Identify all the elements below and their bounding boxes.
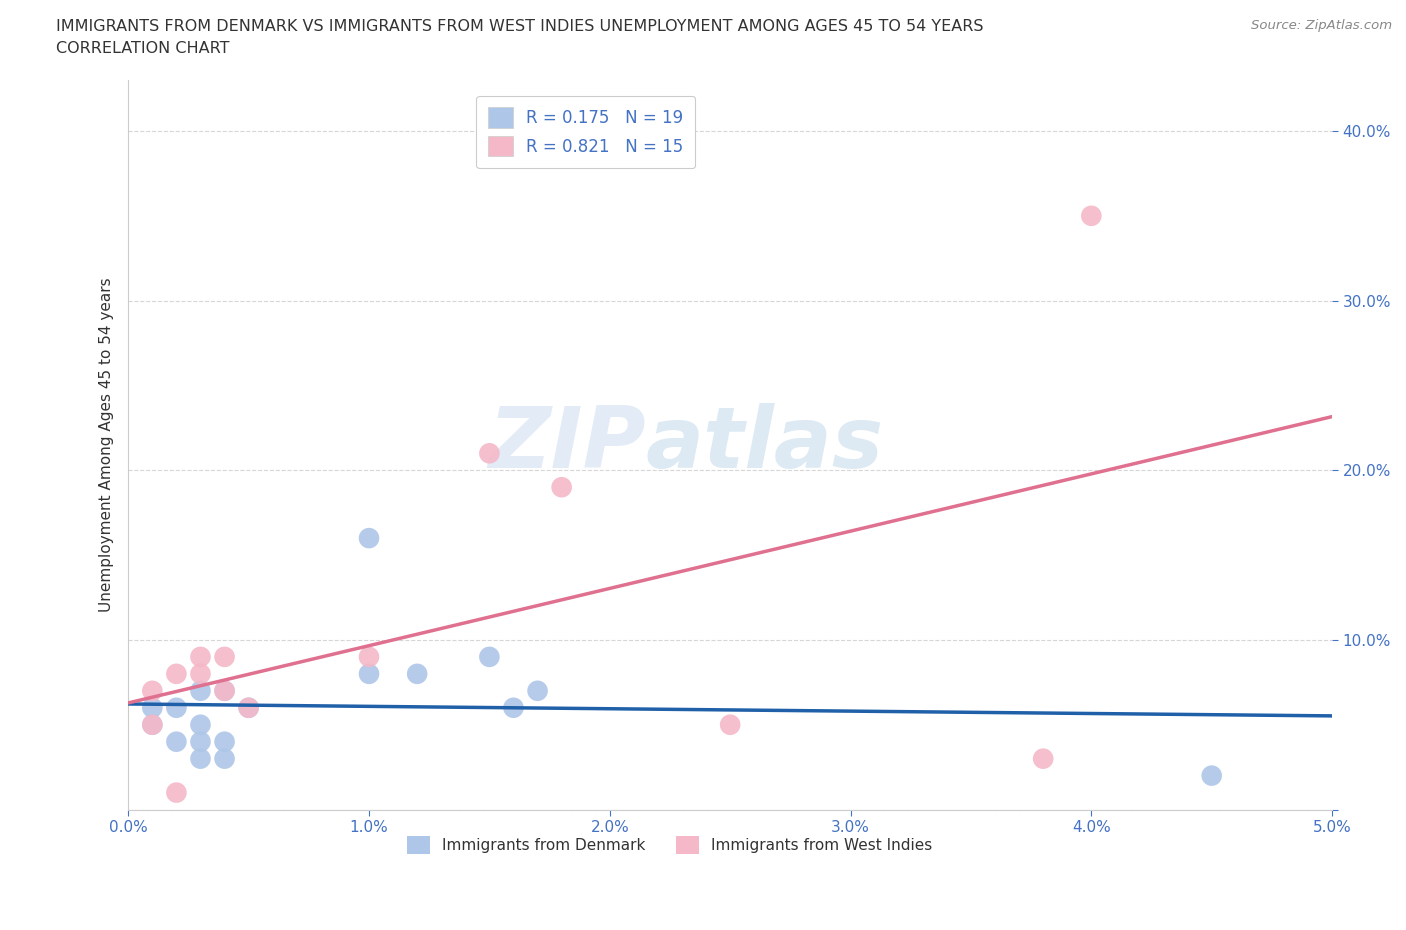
Point	[1080, 208, 1102, 223]
Point	[357, 667, 380, 682]
Point	[190, 649, 212, 664]
Point	[141, 717, 163, 732]
Point	[478, 445, 501, 460]
Point	[406, 667, 429, 682]
Point	[165, 700, 187, 715]
Point	[718, 717, 741, 732]
Point	[214, 684, 236, 698]
Point	[190, 751, 212, 766]
Point	[502, 700, 524, 715]
Point	[141, 684, 163, 698]
Point	[238, 700, 260, 715]
Point	[357, 649, 380, 664]
Point	[214, 684, 236, 698]
Point	[1201, 768, 1223, 783]
Point	[190, 684, 212, 698]
Point	[165, 667, 187, 682]
Point	[238, 700, 260, 715]
Point	[190, 717, 212, 732]
Point	[190, 735, 212, 750]
Point	[214, 649, 236, 664]
Text: Source: ZipAtlas.com: Source: ZipAtlas.com	[1251, 19, 1392, 32]
Point	[190, 667, 212, 682]
Legend: Immigrants from Denmark, Immigrants from West Indies: Immigrants from Denmark, Immigrants from…	[401, 830, 939, 860]
Text: atlas: atlas	[645, 404, 884, 486]
Point	[214, 751, 236, 766]
Point	[526, 684, 548, 698]
Point	[165, 735, 187, 750]
Point	[141, 700, 163, 715]
Y-axis label: Unemployment Among Ages 45 to 54 years: Unemployment Among Ages 45 to 54 years	[100, 277, 114, 612]
Point	[478, 649, 501, 664]
Text: IMMIGRANTS FROM DENMARK VS IMMIGRANTS FROM WEST INDIES UNEMPLOYMENT AMONG AGES 4: IMMIGRANTS FROM DENMARK VS IMMIGRANTS FR…	[56, 19, 984, 33]
Point	[165, 785, 187, 800]
Point	[1032, 751, 1054, 766]
Text: ZIP: ZIP	[488, 404, 645, 486]
Point	[214, 735, 236, 750]
Point	[357, 531, 380, 546]
Text: CORRELATION CHART: CORRELATION CHART	[56, 41, 229, 56]
Point	[141, 717, 163, 732]
Point	[550, 480, 572, 495]
